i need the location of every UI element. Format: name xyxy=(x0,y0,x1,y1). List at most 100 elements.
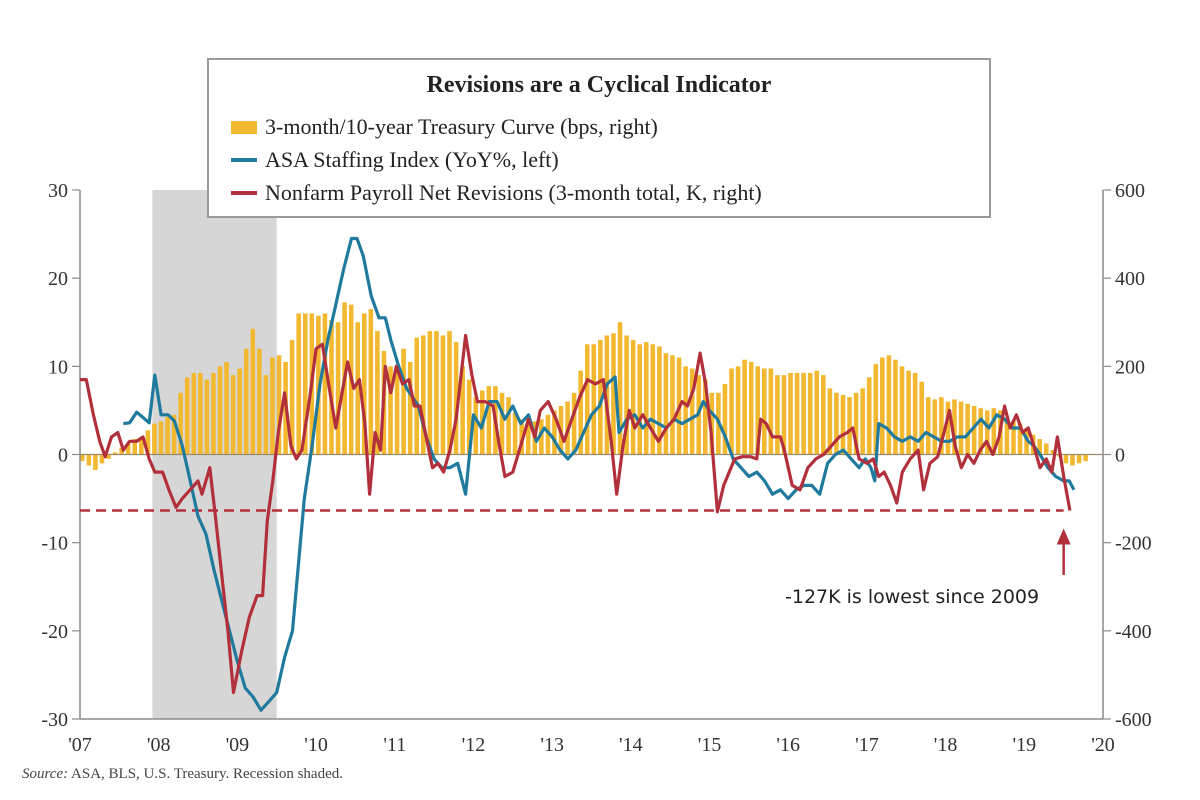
treasury-bar xyxy=(722,383,728,455)
treasury-bar xyxy=(204,379,210,455)
right-tick-label: 0 xyxy=(1115,445,1125,467)
treasury-bar xyxy=(1076,454,1082,464)
treasury-bar xyxy=(571,392,577,455)
annotation-arrow-layer xyxy=(1056,528,1071,575)
treasury-bar xyxy=(112,452,118,455)
annotation-text: -127K is lowest since 2009 xyxy=(785,586,1040,608)
right-tick-label: 600 xyxy=(1115,180,1145,202)
treasury-bar xyxy=(945,401,951,455)
treasury-bar xyxy=(1004,419,1010,455)
treasury-bar xyxy=(939,397,944,455)
treasury-bar xyxy=(689,368,695,455)
legend-swatch-line xyxy=(231,158,257,162)
treasury-bar xyxy=(93,454,98,470)
asa-staffing-line xyxy=(123,236,1076,712)
treasury-bar xyxy=(788,372,793,455)
treasury-bar xyxy=(414,337,420,455)
treasury-bar xyxy=(1050,450,1056,455)
treasury-bar xyxy=(486,386,492,455)
treasury-bar xyxy=(335,322,341,455)
axes-layer: 30 20 10 0 -10 -20 -30 600 400 200 0 -200 -400 -600 '0… xyxy=(41,180,1151,756)
x-tick-label: '10 xyxy=(304,734,328,756)
treasury-bar xyxy=(211,372,216,455)
treasury-bar xyxy=(768,368,774,455)
left-tick-label: 20 xyxy=(48,268,68,290)
treasury-bar xyxy=(355,322,361,455)
treasury-bar xyxy=(965,403,970,455)
x-tick-label: '18 xyxy=(934,734,958,756)
x-tick-label: '13 xyxy=(540,734,564,756)
treasury-bar xyxy=(984,410,990,455)
treasury-bar xyxy=(178,392,183,455)
treasury-bar xyxy=(663,353,669,455)
legend-item-asa-staffing: ASA Staffing Index (YoY%, left) xyxy=(231,145,559,175)
source-text: ASA, BLS, U.S. Treasury. Recession shade… xyxy=(71,766,343,782)
treasury-bar xyxy=(853,392,859,455)
treasury-bar xyxy=(840,394,846,455)
treasury-bar xyxy=(447,331,452,455)
treasury-bar xyxy=(499,392,505,455)
left-tick-label: 30 xyxy=(48,180,68,202)
x-tick-label: '20 xyxy=(1091,734,1115,756)
treasury-bar xyxy=(473,397,479,455)
x-tick-label: '17 xyxy=(855,734,879,756)
treasury-bar xyxy=(276,355,282,455)
treasury-bar xyxy=(1063,454,1069,464)
treasury-bar xyxy=(873,364,879,455)
treasury-bar xyxy=(801,372,806,455)
treasury-bar xyxy=(617,322,623,455)
treasury-bar xyxy=(1083,454,1088,462)
treasury-bar xyxy=(584,344,590,455)
treasury-bar xyxy=(729,368,734,455)
treasury-bar xyxy=(847,397,852,455)
treasury-bar xyxy=(539,419,544,455)
left-tick-label: -10 xyxy=(41,533,68,555)
treasury-bar xyxy=(604,335,610,455)
x-tick-label: '12 xyxy=(462,734,486,756)
treasury-bar xyxy=(139,436,144,455)
treasury-bar xyxy=(611,333,616,455)
treasury-bar xyxy=(270,357,275,455)
treasury-bar xyxy=(624,335,629,455)
treasury-bar xyxy=(755,366,761,455)
treasury-bar xyxy=(145,430,151,455)
treasury-bar xyxy=(1070,454,1075,466)
treasury-bar xyxy=(650,344,656,455)
treasury-bar xyxy=(906,370,911,455)
treasury-bar xyxy=(978,408,983,455)
treasury-bar xyxy=(184,377,190,455)
right-tick-label: -200 xyxy=(1115,533,1152,555)
treasury-bar xyxy=(545,414,551,455)
treasury-bar xyxy=(289,339,295,455)
treasury-bar xyxy=(394,372,400,455)
treasury-bar xyxy=(762,368,767,455)
x-tick-label: '15 xyxy=(698,734,722,756)
treasury-bar xyxy=(375,331,380,455)
treasury-bar xyxy=(866,377,872,455)
treasury-bar xyxy=(230,375,236,455)
treasury-bar xyxy=(821,375,826,455)
treasury-bar xyxy=(748,361,754,455)
treasury-bar xyxy=(401,348,406,455)
right-tick-label: 200 xyxy=(1115,356,1145,378)
treasury-bar xyxy=(106,454,111,459)
treasury-bar xyxy=(886,355,892,455)
treasury-bar xyxy=(971,406,977,455)
treasury-bar xyxy=(880,357,885,455)
treasury-bar xyxy=(925,397,931,455)
treasury-bar xyxy=(407,361,413,455)
treasury-bar xyxy=(257,348,262,455)
treasury-bar xyxy=(243,348,249,455)
treasury-bar xyxy=(899,366,905,455)
treasury-bar xyxy=(125,443,131,455)
treasury-bar xyxy=(834,392,839,455)
treasury-bar xyxy=(132,439,138,455)
treasury-bar xyxy=(165,417,170,455)
treasury-bar xyxy=(525,417,531,455)
treasury-bar xyxy=(224,361,229,455)
treasury-bar xyxy=(932,399,938,455)
treasury-bar xyxy=(958,401,964,455)
left-tick-label: 10 xyxy=(48,356,68,378)
treasury-bar xyxy=(1011,421,1016,455)
legend-label: 3-month/10-year Treasury Curve (bps, rig… xyxy=(265,114,658,139)
